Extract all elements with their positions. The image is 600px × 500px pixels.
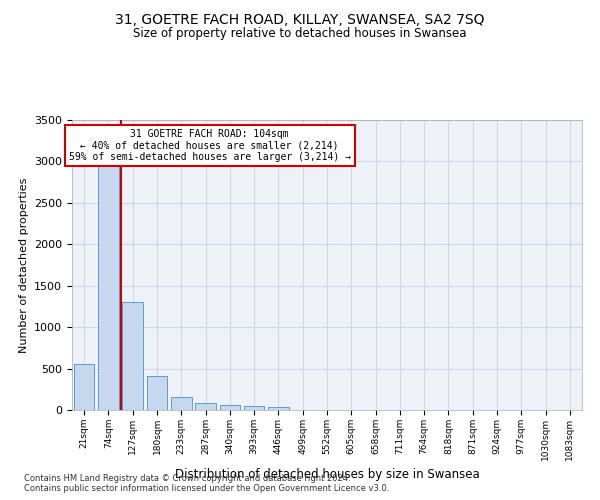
X-axis label: Distribution of detached houses by size in Swansea: Distribution of detached houses by size … bbox=[175, 468, 479, 481]
Bar bbox=[74, 364, 94, 410]
Text: 31 GOETRE FACH ROAD: 104sqm
← 40% of detached houses are smaller (2,214)
59% of : 31 GOETRE FACH ROAD: 104sqm ← 40% of det… bbox=[69, 128, 351, 162]
Text: Contains HM Land Registry data © Crown copyright and database right 2024.: Contains HM Land Registry data © Crown c… bbox=[24, 474, 350, 483]
Bar bbox=[146, 376, 167, 410]
Bar bbox=[220, 406, 240, 410]
Bar bbox=[268, 407, 289, 410]
Y-axis label: Number of detached properties: Number of detached properties bbox=[19, 178, 29, 352]
Bar bbox=[171, 396, 191, 410]
Bar bbox=[122, 302, 143, 410]
Text: Size of property relative to detached houses in Swansea: Size of property relative to detached ho… bbox=[133, 28, 467, 40]
Text: 31, GOETRE FACH ROAD, KILLAY, SWANSEA, SA2 7SQ: 31, GOETRE FACH ROAD, KILLAY, SWANSEA, S… bbox=[115, 12, 485, 26]
Bar bbox=[244, 406, 265, 410]
Bar bbox=[195, 404, 216, 410]
Bar bbox=[98, 166, 119, 410]
Text: Contains public sector information licensed under the Open Government Licence v3: Contains public sector information licen… bbox=[24, 484, 389, 493]
